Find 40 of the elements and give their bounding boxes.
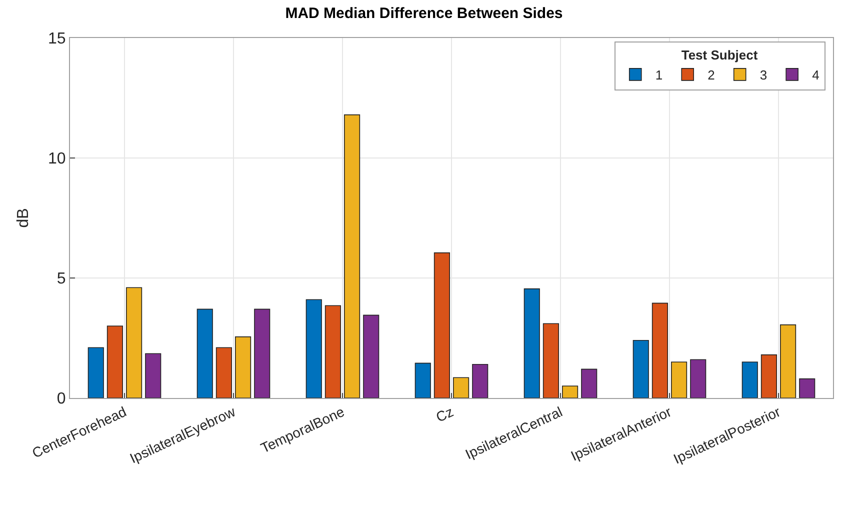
bar xyxy=(799,378,816,398)
bar xyxy=(632,340,649,398)
bar xyxy=(126,287,142,398)
bar xyxy=(434,252,450,398)
bar xyxy=(216,347,232,398)
bar xyxy=(88,347,104,398)
bar xyxy=(453,377,470,398)
y-axis-title: dB xyxy=(15,208,32,228)
bar xyxy=(472,364,488,398)
bar xyxy=(742,362,758,398)
bar xyxy=(235,336,252,398)
bar xyxy=(254,308,270,398)
bar xyxy=(145,353,162,398)
y-tick-label: 10 xyxy=(48,150,66,168)
legend-title: Test Subject xyxy=(681,48,758,62)
legend-label: 3 xyxy=(760,68,768,83)
bar xyxy=(581,368,598,398)
bar xyxy=(562,386,578,398)
bar xyxy=(690,359,706,398)
legend-label: 4 xyxy=(812,68,820,83)
x-tick-label: Cz xyxy=(433,403,456,426)
bar xyxy=(306,299,322,398)
bar xyxy=(344,114,360,398)
bar xyxy=(542,323,559,398)
chart-title: MAD Median Difference Between Sides xyxy=(285,5,563,22)
y-tick-label: 0 xyxy=(56,390,66,408)
y-tick-label: 5 xyxy=(56,270,66,288)
y-tick-label: 15 xyxy=(48,30,66,48)
bar xyxy=(671,362,688,398)
bar xyxy=(196,308,213,398)
bar xyxy=(324,305,341,398)
bar xyxy=(652,302,668,398)
bar xyxy=(780,324,796,398)
bar xyxy=(106,326,123,398)
bar xyxy=(524,288,540,398)
legend-label: 1 xyxy=(655,68,663,83)
bar xyxy=(414,362,431,398)
bar xyxy=(363,314,380,398)
bar xyxy=(760,354,777,398)
legend-label: 2 xyxy=(708,68,715,83)
